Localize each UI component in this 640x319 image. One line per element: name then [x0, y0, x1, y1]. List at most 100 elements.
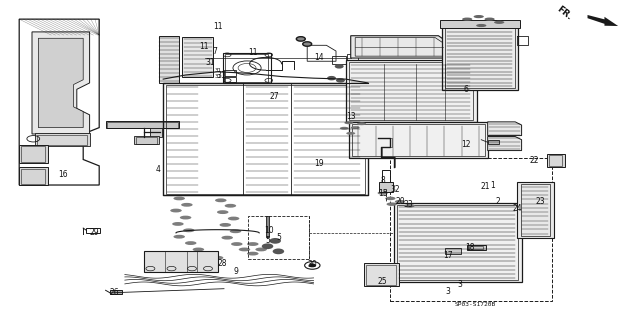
Ellipse shape: [395, 200, 405, 204]
Circle shape: [385, 267, 396, 272]
Ellipse shape: [180, 216, 191, 219]
Ellipse shape: [183, 228, 195, 232]
Text: 4: 4: [156, 165, 161, 174]
Bar: [86, 228, 100, 233]
Ellipse shape: [462, 18, 472, 21]
Text: 8: 8: [380, 176, 385, 185]
Ellipse shape: [230, 229, 241, 233]
Text: 30: 30: [307, 260, 317, 269]
Text: 3: 3: [445, 287, 451, 296]
Bar: [349, 62, 473, 120]
Text: 5: 5: [276, 233, 281, 242]
Ellipse shape: [221, 236, 233, 240]
Text: 11: 11: [199, 42, 208, 51]
Circle shape: [336, 78, 345, 83]
Ellipse shape: [387, 203, 397, 206]
Ellipse shape: [173, 235, 185, 239]
Bar: [394, 203, 522, 282]
Ellipse shape: [247, 252, 259, 256]
Text: 3: 3: [457, 280, 462, 289]
Circle shape: [303, 42, 312, 46]
Ellipse shape: [239, 248, 250, 251]
Text: 10: 10: [264, 226, 274, 235]
Ellipse shape: [212, 256, 223, 260]
Ellipse shape: [494, 21, 504, 24]
Bar: [134, 136, 159, 144]
Bar: [332, 56, 346, 64]
Ellipse shape: [231, 242, 243, 246]
Polygon shape: [351, 36, 447, 58]
Text: 18: 18: [466, 243, 475, 252]
Bar: [549, 155, 562, 166]
Polygon shape: [488, 122, 522, 136]
Text: 12: 12: [461, 140, 470, 149]
Text: 1: 1: [490, 181, 495, 189]
Bar: [442, 26, 518, 90]
Bar: [445, 248, 461, 254]
Polygon shape: [32, 32, 90, 134]
Ellipse shape: [385, 197, 396, 200]
Ellipse shape: [196, 258, 207, 262]
Text: 5: 5: [265, 236, 270, 245]
Ellipse shape: [170, 209, 182, 212]
Bar: [467, 245, 486, 250]
Ellipse shape: [220, 223, 231, 227]
Bar: [349, 122, 488, 158]
Text: 7: 7: [212, 47, 217, 56]
Bar: [166, 85, 365, 194]
Bar: [21, 169, 45, 184]
Bar: [35, 133, 90, 146]
Bar: [440, 20, 520, 28]
Bar: [469, 246, 483, 249]
Bar: [517, 182, 554, 238]
Circle shape: [353, 69, 362, 73]
Bar: [352, 124, 485, 156]
Text: 32: 32: [390, 185, 401, 194]
Bar: [248, 216, 309, 259]
Bar: [19, 167, 48, 185]
Bar: [445, 28, 515, 88]
Ellipse shape: [217, 210, 228, 214]
Text: FR.: FR.: [555, 5, 573, 22]
Bar: [182, 37, 213, 77]
Circle shape: [308, 263, 316, 267]
Text: 31: 31: [205, 58, 215, 67]
Bar: [379, 182, 393, 192]
Circle shape: [296, 37, 305, 41]
Bar: [21, 146, 45, 162]
Text: 29: 29: [90, 228, 100, 237]
Bar: [347, 54, 358, 60]
Text: 19: 19: [314, 159, 324, 168]
Bar: [224, 70, 236, 76]
Ellipse shape: [474, 15, 484, 18]
Ellipse shape: [177, 264, 188, 268]
Bar: [37, 135, 87, 145]
Text: 23: 23: [536, 197, 546, 206]
Text: 31: 31: [214, 74, 221, 79]
Ellipse shape: [351, 126, 360, 129]
Text: 26: 26: [109, 288, 119, 297]
Text: 14: 14: [314, 53, 324, 62]
Bar: [224, 77, 236, 82]
Ellipse shape: [172, 222, 184, 226]
Ellipse shape: [193, 248, 204, 251]
Ellipse shape: [346, 132, 355, 135]
Text: 20: 20: [395, 197, 405, 206]
Bar: [266, 216, 269, 237]
Bar: [366, 265, 396, 285]
Text: 31: 31: [214, 68, 221, 73]
Bar: [106, 121, 179, 128]
Bar: [144, 251, 218, 272]
Ellipse shape: [476, 24, 486, 27]
Bar: [382, 170, 390, 189]
Text: 11: 11: [248, 48, 257, 57]
Ellipse shape: [340, 127, 349, 130]
Bar: [136, 137, 157, 144]
Text: 16: 16: [58, 170, 68, 179]
Bar: [110, 290, 122, 294]
Text: 24: 24: [512, 204, 522, 213]
Bar: [107, 122, 178, 128]
Circle shape: [327, 76, 336, 80]
Circle shape: [269, 238, 281, 244]
Bar: [364, 263, 399, 286]
